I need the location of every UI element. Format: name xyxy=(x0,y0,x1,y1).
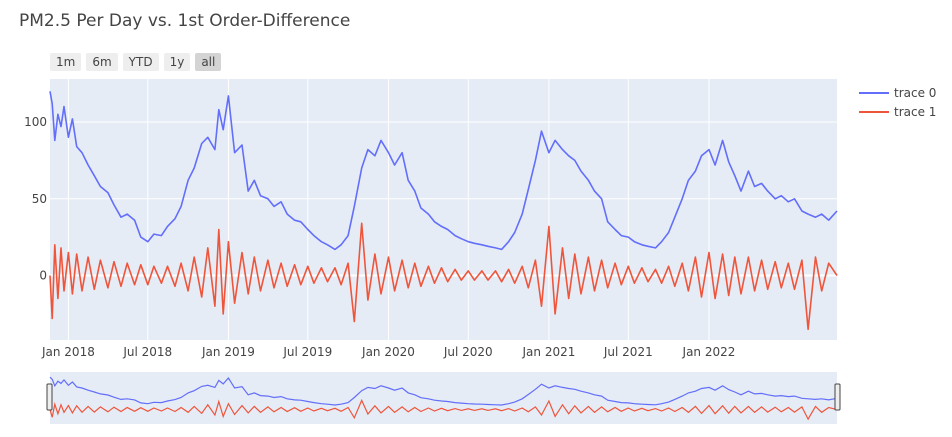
range-slider[interactable] xyxy=(46,372,841,424)
range-slider-background xyxy=(50,372,837,424)
range-slider-left-handle[interactable] xyxy=(46,383,53,411)
series-line-trace0[interactable] xyxy=(49,91,838,251)
legend: trace 0 trace 1 xyxy=(859,86,936,119)
y-axis-ticks: 0 50 100 xyxy=(24,115,47,283)
y-tick-label: 50 xyxy=(32,192,47,206)
range-slider-line-trace1 xyxy=(49,398,838,421)
x-tick-label: Jan 2022 xyxy=(682,345,736,359)
legend-item-trace0[interactable]: trace 0 xyxy=(859,86,936,100)
range-button-1y[interactable]: 1y xyxy=(163,53,191,71)
traces xyxy=(49,91,838,331)
x-tick-label: Jul 2021 xyxy=(603,345,653,359)
x-axis-ticks: Jan 2018 Jul 2018 Jan 2019 Jul 2019 Jan 2020… xyxy=(41,345,735,359)
range-button-ytd[interactable]: YTD xyxy=(122,53,159,71)
chart-title: PM2.5 Per Day vs. 1st Order-Difference xyxy=(19,11,351,31)
range-slider-right-handle[interactable] xyxy=(834,383,841,411)
range-button-all[interactable]: all xyxy=(195,53,222,71)
range-button-1m[interactable]: 1m xyxy=(50,53,82,71)
x-tick-label: Jan 2021 xyxy=(522,345,576,359)
range-slider-traces xyxy=(49,376,838,421)
y-tick-label: 0 xyxy=(39,269,47,283)
x-tick-label: Jan 2020 xyxy=(361,345,415,359)
plot-area[interactable] xyxy=(50,79,837,340)
legend-item-trace1[interactable]: trace 1 xyxy=(859,105,936,119)
x-tick-label: Jan 2019 xyxy=(201,345,255,359)
x-tick-label: Jul 2018 xyxy=(122,345,172,359)
x-tick-label: Jul 2019 xyxy=(282,345,332,359)
x-tick-label: Jan 2018 xyxy=(41,345,95,359)
range-selector: 1m 6m YTD 1y all xyxy=(50,53,222,71)
range-slider-line-trace0 xyxy=(49,376,838,406)
x-tick-label: Jul 2020 xyxy=(443,345,493,359)
legend-label-trace1: trace 1 xyxy=(894,105,936,119)
legend-label-trace0: trace 0 xyxy=(894,86,936,100)
y-tick-label: 100 xyxy=(24,115,47,129)
range-button-6m[interactable]: 6m xyxy=(86,53,118,71)
series-line-trace1[interactable] xyxy=(49,222,838,331)
